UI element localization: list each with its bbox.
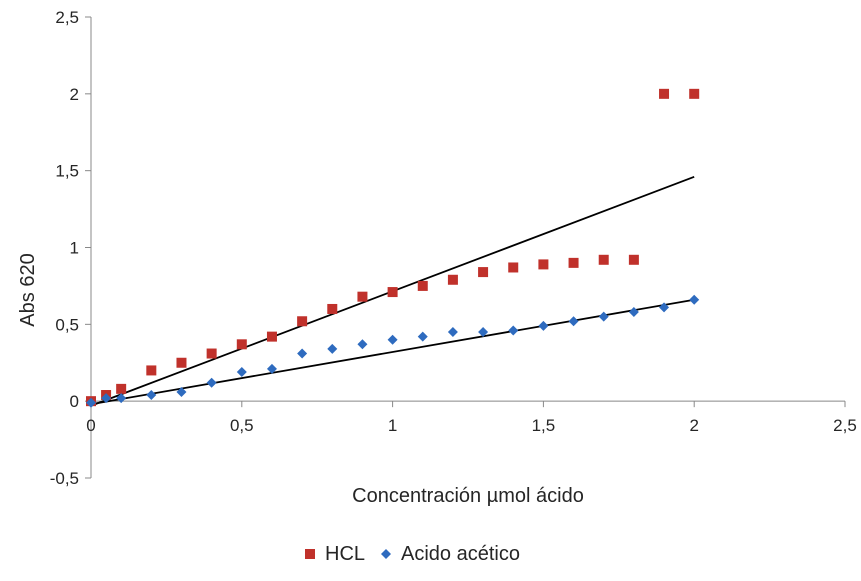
legend-marker	[381, 549, 391, 559]
x-tick-label: 0	[86, 416, 95, 435]
data-point	[387, 287, 398, 298]
data-point	[628, 254, 639, 265]
data-point	[538, 320, 549, 331]
data-point	[598, 311, 609, 322]
data-point	[357, 291, 368, 302]
data-point	[538, 259, 549, 270]
data-point	[327, 343, 338, 354]
data-point	[508, 262, 519, 273]
x-tick-label: 2,5	[833, 416, 857, 435]
x-tick-label: 1,5	[532, 416, 556, 435]
data-point	[266, 363, 277, 374]
legend: HCL Acido acético	[305, 543, 520, 565]
data-point	[689, 88, 700, 99]
x-tick-label: 0,5	[230, 416, 254, 435]
data-point	[297, 316, 308, 327]
x-tick-label: 2	[689, 416, 698, 435]
y-tick-label: 2,5	[55, 8, 79, 27]
y-tick-label: 2	[70, 85, 79, 104]
data-point	[266, 331, 277, 342]
data-point	[86, 397, 96, 408]
data-point	[659, 88, 670, 99]
y-tick-label: 1,5	[55, 162, 79, 181]
data-point	[417, 331, 428, 342]
data-point	[357, 339, 368, 350]
data-points	[86, 88, 700, 408]
data-point	[478, 327, 489, 338]
legend-label: Acido acético	[401, 543, 520, 565]
x-tick-label: 1	[388, 416, 397, 435]
x-axis-title: Concentración µmol ácido	[352, 485, 584, 507]
axes: -0,5 0 0,5 1 1,5 2 2,5 0 0,5 1 1,5 2 2,5	[50, 8, 857, 488]
y-axis-title: Abs 620	[17, 253, 39, 326]
data-point	[116, 383, 127, 394]
data-point	[236, 366, 247, 377]
legend-label: HCL	[325, 543, 365, 565]
legend-marker	[305, 549, 315, 559]
data-point	[478, 267, 489, 278]
trendline	[90, 298, 695, 406]
data-point	[447, 274, 458, 285]
data-point	[568, 316, 579, 327]
y-tick-label: -0,5	[50, 469, 79, 488]
data-point	[176, 386, 187, 397]
data-point	[116, 393, 127, 404]
y-tick-label: 0,5	[55, 315, 79, 334]
data-point	[297, 348, 308, 359]
data-point	[387, 334, 398, 345]
data-point	[101, 393, 112, 404]
data-point	[628, 307, 639, 318]
data-point	[447, 327, 458, 338]
data-point	[689, 294, 700, 305]
data-point	[236, 339, 247, 350]
y-tick-label: 0	[70, 392, 79, 411]
data-point	[146, 365, 157, 376]
data-point	[176, 357, 187, 368]
data-point	[146, 390, 157, 401]
data-point	[568, 257, 579, 268]
data-point	[598, 254, 609, 265]
data-point	[417, 280, 428, 291]
data-point	[206, 348, 217, 359]
data-point	[327, 303, 338, 314]
data-point	[659, 302, 670, 313]
y-tick-label: 1	[70, 239, 79, 258]
data-point	[508, 325, 519, 336]
data-point	[206, 377, 217, 388]
